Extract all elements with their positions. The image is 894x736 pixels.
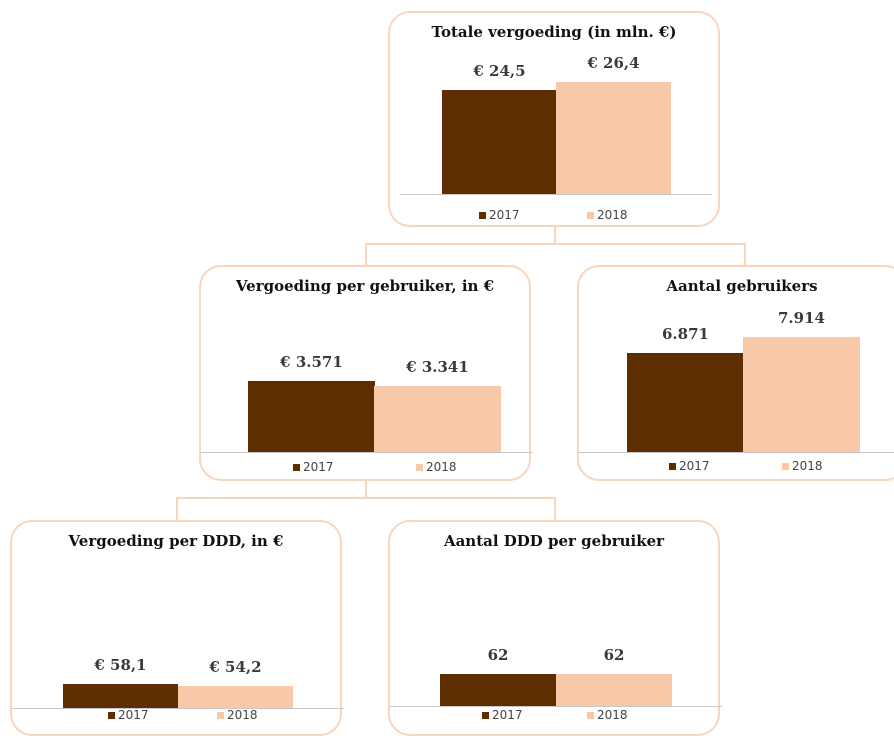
legend-swatch-2018	[416, 464, 423, 471]
data-label-2018: 7.914	[778, 309, 825, 327]
legend-item-2018: 2018	[217, 707, 258, 723]
legend-label-2018: 2018	[597, 208, 628, 222]
legend-label-2018: 2018	[792, 459, 823, 473]
data-label-2017: 62	[487, 646, 509, 664]
connector-top-bar	[365, 243, 745, 245]
legend-swatch-2018	[587, 712, 594, 719]
chart-panel-vergoeding-per-gebruiker: Vergoeding per gebruiker, in € € 3.571 € …	[199, 265, 533, 481]
x-axis-baseline	[12, 708, 344, 709]
legend-swatch-2017	[293, 464, 300, 471]
chart-title: Aantal DDD per gebruiker	[443, 532, 665, 550]
legend-item-2018: 2018	[587, 707, 628, 723]
legend-item-2017: 2017	[482, 707, 523, 723]
chart-panel-aantal-ddd-per-gebruiker: Aantal DDD per gebruiker 62 62 2017 2018	[388, 520, 722, 736]
bar-2017	[248, 381, 375, 452]
legend-item-2017: 2017	[479, 207, 520, 223]
data-label-2018: € 3.341	[406, 358, 469, 376]
legend-item-2018: 2018	[587, 207, 628, 223]
bar-2018	[556, 82, 671, 194]
bar-2018	[556, 674, 672, 706]
legend-swatch-2018	[217, 712, 224, 719]
legend-swatch-2017	[482, 712, 489, 719]
legend-swatch-2018	[587, 212, 594, 219]
x-axis-baseline	[390, 706, 722, 707]
legend-label-2017: 2017	[679, 459, 710, 473]
data-label-2017: € 3.571	[280, 353, 343, 371]
connector-mid-stem	[365, 480, 367, 498]
legend-label-2018: 2018	[426, 460, 457, 474]
chart-title: Totale vergoeding (in mln. €)	[431, 23, 677, 41]
legend: 2017 2018	[390, 207, 718, 223]
connector-mid-bar	[176, 497, 556, 499]
legend-swatch-2017	[479, 212, 486, 219]
legend-label-2017: 2017	[489, 208, 520, 222]
bar-2017	[440, 674, 556, 706]
connector-left-drop	[365, 243, 367, 267]
bar-2018	[178, 686, 293, 708]
bar-2017	[627, 353, 744, 452]
data-label-2017: € 58,1	[94, 656, 147, 674]
data-label-2017: € 24,5	[473, 62, 526, 80]
x-axis-baseline	[400, 194, 712, 195]
legend-item-2017: 2017	[293, 459, 334, 475]
legend-label-2018: 2018	[597, 708, 628, 722]
chart-title: Vergoeding per DDD, in €	[68, 532, 284, 550]
legend: 2017 2018	[390, 707, 718, 723]
data-label-2017: 6.871	[662, 325, 709, 343]
legend-item-2017: 2017	[669, 458, 710, 474]
legend-swatch-2017	[669, 463, 676, 470]
x-axis-baseline	[201, 452, 533, 453]
connector-top-stem	[554, 226, 556, 244]
legend-swatch-2018	[782, 463, 789, 470]
legend-item-2018: 2018	[782, 458, 823, 474]
legend: 2017 2018	[12, 707, 340, 723]
bar-2017	[63, 684, 178, 708]
chart-title: Aantal gebruikers	[666, 277, 818, 295]
legend-swatch-2017	[108, 712, 115, 719]
chart-panel-totale-vergoeding: Totale vergoeding (in mln. €) € 24,5 € 26…	[388, 11, 720, 227]
x-axis-baseline	[579, 452, 894, 453]
legend-item-2018: 2018	[416, 459, 457, 475]
connector-mid-right-drop	[554, 497, 556, 521]
legend-label-2017: 2017	[118, 708, 149, 722]
chart-panel-vergoeding-per-ddd: Vergoeding per DDD, in € € 58,1 € 54,2 20…	[10, 520, 344, 736]
bar-2017	[442, 90, 557, 194]
legend-item-2017: 2017	[108, 707, 149, 723]
legend-label-2018: 2018	[227, 708, 258, 722]
bar-2018	[374, 386, 501, 452]
data-label-2018: € 54,2	[209, 658, 262, 676]
legend-label-2017: 2017	[303, 460, 334, 474]
connector-right-drop	[744, 243, 746, 267]
chart-panel-aantal-gebruikers: Aantal gebruikers 6.871 7.914 2017 2018	[577, 265, 894, 481]
legend: 2017 2018	[201, 459, 529, 475]
legend-label-2017: 2017	[492, 708, 523, 722]
bar-2018	[743, 337, 860, 452]
legend: 2017 2018	[579, 458, 894, 474]
data-label-2018: € 26,4	[587, 54, 640, 72]
chart-title: Vergoeding per gebruiker, in €	[235, 277, 495, 295]
data-label-2018: 62	[603, 646, 625, 664]
connector-mid-left-drop	[176, 497, 178, 521]
